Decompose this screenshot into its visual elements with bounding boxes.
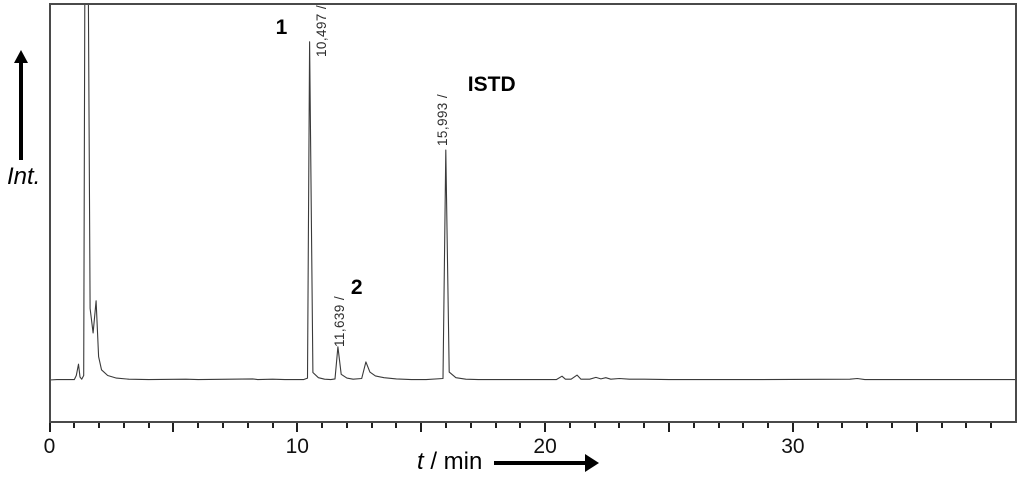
x-axis-unit: / min	[423, 448, 483, 475]
x-axis-tick-label: 10	[285, 435, 309, 458]
chromatogram-plot-area	[49, 3, 1017, 423]
x-axis-tick	[122, 423, 125, 428]
x-axis-title: t / min	[417, 448, 483, 475]
x-axis-tick	[221, 423, 224, 428]
x-axis-tick	[940, 423, 943, 428]
x-axis-tick	[544, 423, 547, 432]
y-axis-label: Int.	[7, 163, 41, 190]
x-axis-tick	[990, 423, 993, 428]
x-axis-tick	[370, 423, 373, 428]
x-axis-tick	[519, 423, 522, 428]
x-axis-tick	[791, 423, 794, 432]
x-axis-tick-label: 20	[533, 435, 557, 458]
x-axis-tick	[172, 423, 175, 432]
y-axis-arrow-shaft	[19, 62, 23, 160]
x-axis-tick	[965, 423, 968, 428]
x-axis-tick	[816, 423, 819, 428]
peak-label-2: 2	[350, 276, 363, 299]
x-axis-variable: t	[417, 448, 424, 475]
x-axis-tick	[271, 423, 274, 428]
x-axis-tick	[717, 423, 720, 428]
x-axis-tick	[742, 423, 745, 428]
x-axis-tick	[767, 423, 770, 428]
retention-time-label: 10,497 /	[313, 4, 329, 57]
x-axis-tick	[692, 423, 695, 428]
x-axis-tick	[469, 423, 472, 428]
x-axis-tick	[568, 423, 571, 428]
x-axis-tick	[618, 423, 621, 428]
x-axis-tick	[147, 423, 150, 428]
x-axis-tick	[48, 423, 51, 432]
x-axis-tick-label: 0	[43, 435, 56, 458]
x-axis-tick-label: 30	[781, 435, 805, 458]
plot-border	[49, 3, 1017, 423]
x-axis-tick	[296, 423, 299, 432]
retention-time-label: 15,993 /	[434, 94, 450, 147]
peak-label-istd: ISTD	[467, 73, 516, 96]
y-axis-arrow-icon	[14, 50, 28, 63]
x-axis-tick	[395, 423, 398, 428]
x-axis-tick	[73, 423, 76, 428]
x-axis-tick	[915, 423, 918, 432]
x-axis-tick	[197, 423, 200, 428]
x-axis-tick	[444, 423, 447, 428]
x-axis-tick	[98, 423, 101, 428]
retention-time-label: 11,639 /	[331, 295, 347, 347]
x-axis-arrow-shaft	[494, 461, 587, 465]
x-axis-tick	[891, 423, 894, 428]
x-axis-tick	[246, 423, 249, 428]
x-axis-tick	[494, 423, 497, 428]
x-axis-tick	[668, 423, 670, 432]
x-axis-tick	[866, 423, 869, 428]
x-axis-tick	[321, 423, 324, 428]
x-axis-tick	[841, 423, 844, 428]
peak-label-1: 1	[275, 16, 288, 39]
chromatogram-trace	[49, 3, 1016, 381]
x-axis-tick	[643, 423, 646, 428]
x-axis-tick	[593, 423, 596, 428]
x-axis-tick	[420, 423, 423, 432]
x-axis-tick	[345, 423, 348, 428]
x-axis-arrow-icon	[585, 454, 599, 472]
